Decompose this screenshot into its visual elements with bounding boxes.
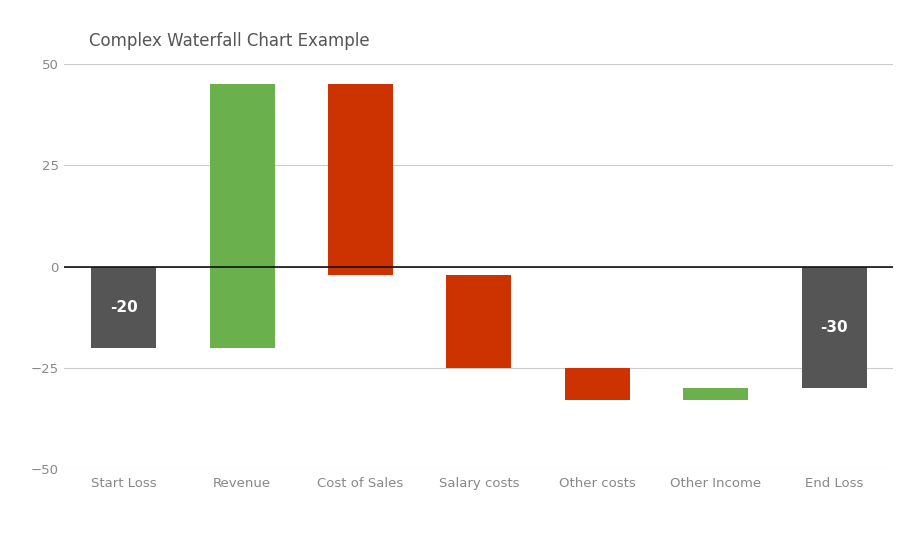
Bar: [91, 266, 157, 348]
Bar: [565, 368, 630, 400]
Bar: [683, 388, 748, 400]
Text: -30: -30: [821, 320, 848, 335]
Text: -20: -20: [110, 300, 137, 314]
Bar: [328, 84, 393, 274]
Bar: [447, 274, 511, 368]
Bar: [210, 84, 274, 348]
Bar: [801, 266, 867, 388]
Text: Complex Waterfall Chart Example: Complex Waterfall Chart Example: [89, 31, 370, 50]
